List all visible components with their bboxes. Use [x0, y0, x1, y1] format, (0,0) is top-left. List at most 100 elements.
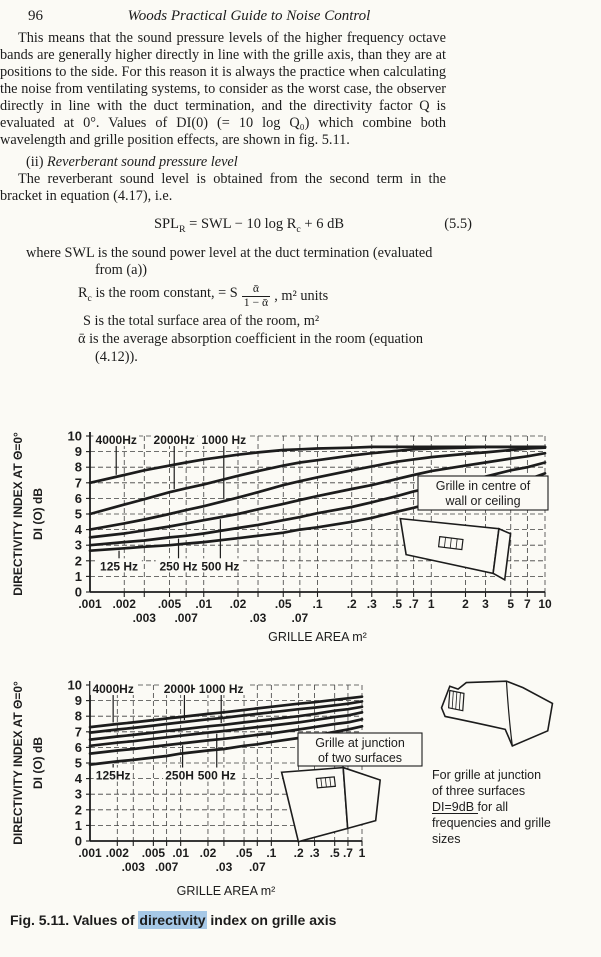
svg-text:125Hz: 125Hz — [96, 769, 131, 783]
svg-text:.005: .005 — [158, 597, 182, 611]
where-definitions: where SWL is the sound power level at th… — [26, 245, 472, 366]
svg-text:.01: .01 — [195, 597, 212, 611]
x-axis-labels: .001 .002 .005 .01 .02 .05 .1 .2 .3 .5.7 1 .003 .007… — [78, 846, 365, 874]
curve-1000-hz — [88, 446, 547, 531]
grille-two-surfaces-illustration — [280, 766, 382, 843]
svg-text:frequencies and grille: frequencies and grille — [432, 816, 551, 830]
svg-text:1: 1 — [428, 597, 435, 611]
svg-text:.03: .03 — [250, 611, 267, 625]
y-axis-title: DIRECTIVITY INDEX AT Θ=0° DI (O) dB — [11, 432, 45, 596]
tick-marks — [86, 684, 363, 846]
svg-text:4: 4 — [75, 522, 83, 537]
svg-text:.2: .2 — [347, 597, 357, 611]
curve-label: 1000 Hz — [195, 681, 248, 724]
svg-text:.007: .007 — [174, 611, 198, 625]
figure-caption: Fig. 5.11. Values of directivity index o… — [10, 911, 601, 929]
svg-text:3: 3 — [75, 538, 82, 553]
three-surfaces-note: For grille at junction of three surfaces D… — [432, 768, 551, 846]
section-marker: (ii) — [26, 154, 48, 170]
svg-text:1: 1 — [75, 569, 82, 584]
curve-label: 1000 Hz — [197, 432, 250, 500]
x-axis-labels: .001 .002 .005 .01 .02 .05 .1 .2 .3 .5 .7 1 2 3 5 7 10 .0… — [78, 597, 552, 625]
svg-text:2000Hz: 2000Hz — [154, 433, 195, 447]
svg-text:GRILLE AREA m²: GRILLE AREA m² — [177, 884, 276, 898]
svg-text:DI (O) dB: DI (O) dB — [31, 488, 45, 540]
curve-label: 125Hz — [93, 763, 133, 783]
svg-text:5: 5 — [75, 507, 82, 522]
svg-text:.002: .002 — [106, 846, 130, 860]
caption-prefix: Fig. 5.11. Values of — [10, 912, 139, 928]
svg-text:.5: .5 — [392, 597, 402, 611]
equation-5-5: SPLR = SWL − 10 log Rc + 6 dB (5.5) — [26, 216, 472, 236]
section-title: Reverberant sound pressure level — [47, 154, 238, 170]
svg-text:7: 7 — [75, 724, 82, 739]
svg-text:8: 8 — [75, 709, 82, 724]
x-axis-title: GRILLE AREA m² — [268, 630, 367, 644]
svg-text:.7: .7 — [409, 597, 419, 611]
svg-text:wall or ceiling: wall or ceiling — [444, 494, 520, 508]
svg-text:DIRECTIVITY INDEX AT Θ=0°: DIRECTIVITY INDEX AT Θ=0° — [11, 681, 25, 845]
curve-4000-hz — [88, 695, 364, 729]
svg-text:.003: .003 — [122, 860, 146, 874]
svg-text:.02: .02 — [230, 597, 247, 611]
svg-text:250 Hz: 250 Hz — [159, 559, 197, 573]
svg-text:10: 10 — [68, 678, 82, 693]
page-number: 96 — [28, 8, 43, 24]
svg-text:.005: .005 — [142, 846, 166, 860]
axes — [89, 681, 362, 842]
svg-text:3: 3 — [482, 597, 489, 611]
curve-label: 500 Hz — [193, 733, 240, 783]
curve-2000-hz — [88, 700, 364, 734]
svg-text:3: 3 — [75, 787, 82, 802]
svg-text:7: 7 — [75, 475, 82, 490]
svg-text:.03: .03 — [216, 860, 233, 874]
svg-text:10: 10 — [68, 429, 82, 444]
svg-text:.05: .05 — [236, 846, 253, 860]
page-header: 96 Woods Practical Guide to Noise Contro… — [26, 8, 472, 30]
directivity-chart-junction-svg: 012345678910.001.002.005.01.02.05.1.2.3.… — [11, 678, 554, 898]
curve-2000-hz — [88, 445, 547, 516]
svg-text:2: 2 — [75, 553, 82, 568]
svg-text:Grille in centre of: Grille in centre of — [436, 479, 531, 493]
svg-text:DIRECTIVITY INDEX AT Θ=0°: DIRECTIVITY INDEX AT Θ=0° — [11, 432, 25, 596]
x-axis-title: GRILLE AREA m² — [177, 884, 276, 898]
svg-text:8: 8 — [75, 460, 82, 475]
svg-text:5: 5 — [75, 756, 82, 771]
svg-text:.002: .002 — [113, 597, 137, 611]
svg-text:.003: .003 — [133, 611, 157, 625]
svg-text:1000 Hz: 1000 Hz — [199, 682, 244, 696]
svg-text:1: 1 — [359, 846, 366, 860]
svg-text:.7: .7 — [343, 846, 353, 860]
svg-text:.001: .001 — [78, 597, 102, 611]
where-line-swl: where SWL is the sound power level at th… — [26, 245, 433, 261]
svg-text:of two surfaces: of two surfaces — [318, 751, 402, 765]
equation-number: (5.5) — [444, 216, 472, 232]
svg-text:2: 2 — [462, 597, 469, 611]
caption-suffix: index on grille axis — [206, 912, 337, 928]
curve-label: 2000Hz — [151, 432, 198, 490]
paragraph-reverberant: The reverberant sound level is obtained … — [0, 171, 446, 204]
equation-text: SPLR = SWL − 10 log Rc + 6 dB — [153, 216, 345, 235]
svg-text:4000Hz: 4000Hz — [92, 682, 133, 696]
running-title: Woods Practical Guide to Noise Control — [127, 8, 371, 24]
svg-text:250Hz: 250Hz — [165, 769, 200, 783]
svg-text:7: 7 — [524, 597, 531, 611]
svg-text:4: 4 — [75, 771, 83, 786]
svg-text:2: 2 — [75, 802, 82, 817]
where-line-absorption: ᾱ is the average absorption coefficient … — [78, 331, 424, 347]
curve-label: 4000Hz — [93, 432, 140, 475]
svg-text:For grille at junction: For grille at junction — [432, 768, 541, 782]
curve-label: 125 Hz — [96, 550, 142, 573]
curve-1000-hz — [88, 705, 364, 741]
grille-three-surfaces-illustration — [440, 680, 554, 748]
where-line-surface-area: S is the total surface area of the room,… — [83, 313, 320, 329]
svg-text:.01: .01 — [172, 846, 189, 860]
svg-text:5: 5 — [507, 597, 514, 611]
svg-text:Grille at junction: Grille at junction — [315, 736, 405, 750]
